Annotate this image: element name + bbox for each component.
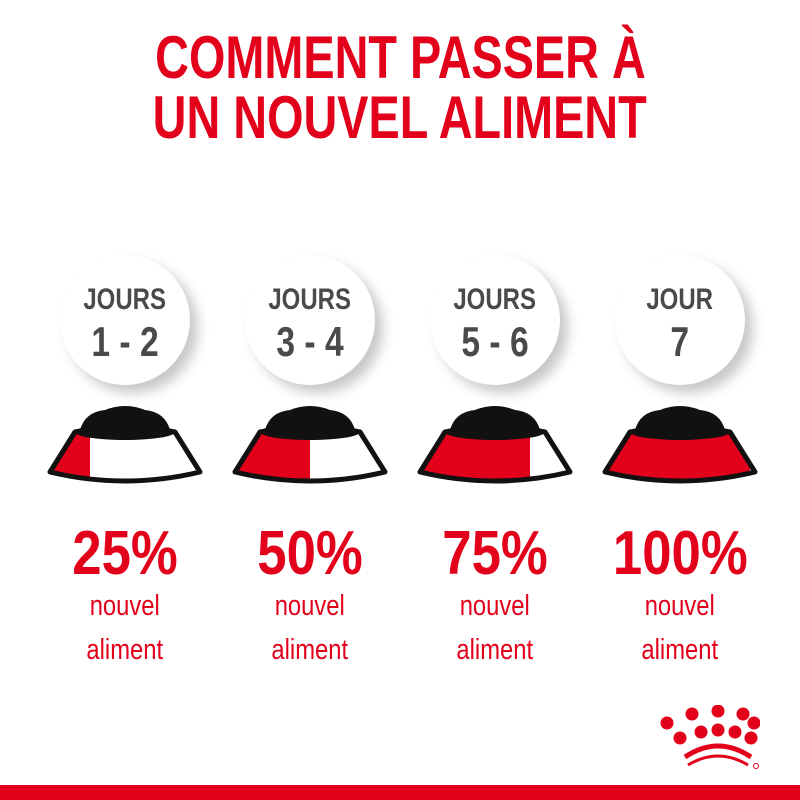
caption-line2: aliment xyxy=(86,634,164,666)
days-label: JOURS xyxy=(268,283,352,316)
caption-line2: aliment xyxy=(641,634,719,666)
day-circle xyxy=(245,255,375,385)
percent-value: 25% xyxy=(72,519,178,588)
transition-step: JOURS 3 - 4 50% nouvel aliment xyxy=(210,0,410,700)
day-circle xyxy=(615,255,745,385)
transition-step: JOURS 1 - 2 25% nouvel aliment xyxy=(25,0,225,700)
caption-line1: nouvel xyxy=(644,590,716,622)
days-range: 1 - 2 xyxy=(91,318,159,365)
caption-line2: aliment xyxy=(456,634,534,666)
page-title-line1: COMMENT PASSER À xyxy=(154,24,646,91)
caption-line1: nouvel xyxy=(89,590,161,622)
page-title-line2: UN NOUVEL ALIMENT xyxy=(152,84,648,151)
food-bowl-icon xyxy=(47,406,203,484)
percent-value: 75% xyxy=(442,519,548,588)
transition-step: JOURS 5 - 6 75% nouvel aliment xyxy=(395,0,595,700)
bottom-red-bar xyxy=(0,785,800,800)
food-kibble xyxy=(80,406,170,430)
caption-line2: aliment xyxy=(271,634,349,666)
percent-value: 50% xyxy=(257,519,363,588)
transition-step: JOUR 7 100% nouvel aliment xyxy=(580,0,780,700)
caption-line1: nouvel xyxy=(274,590,346,622)
food-kibble xyxy=(265,406,355,430)
days-label: JOURS xyxy=(83,283,167,316)
percent-value: 100% xyxy=(612,519,748,588)
food-kibble xyxy=(450,406,540,430)
day-circle xyxy=(60,255,190,385)
days-label: JOURS xyxy=(453,283,537,316)
days-range: 3 - 4 xyxy=(276,318,344,365)
food-bowl-icon xyxy=(417,406,573,484)
days-range: 5 - 6 xyxy=(461,318,529,365)
food-bowl-icon xyxy=(602,406,758,484)
food-bowl-icon xyxy=(232,406,388,484)
days-range: 7 xyxy=(670,318,690,365)
day-circle xyxy=(430,255,560,385)
food-kibble xyxy=(635,406,725,430)
caption-line1: nouvel xyxy=(459,590,531,622)
days-label: JOUR xyxy=(646,283,714,316)
crown-logo xyxy=(660,705,760,769)
